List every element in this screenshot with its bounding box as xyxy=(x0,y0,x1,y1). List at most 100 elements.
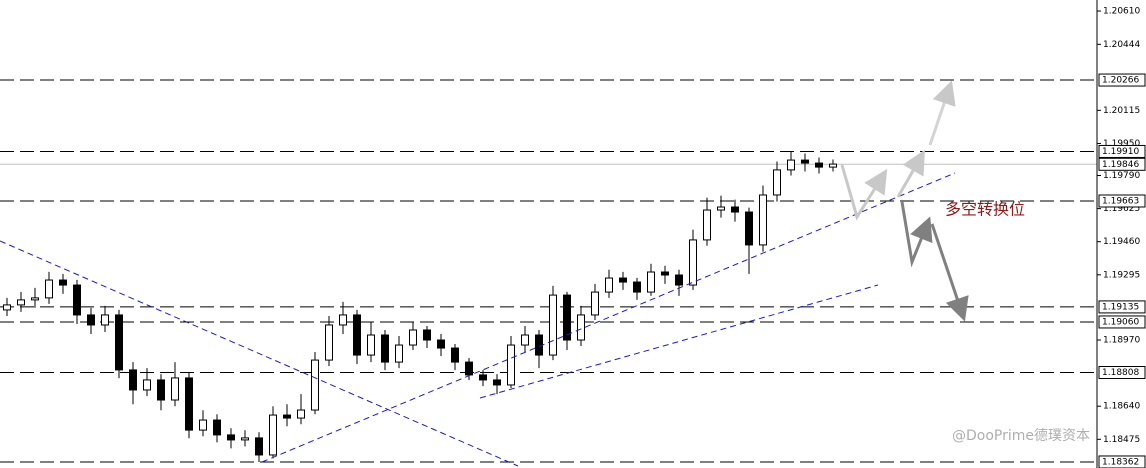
candle-body xyxy=(689,239,697,286)
candle-body xyxy=(367,334,375,356)
y-tick-label: 1.20444 xyxy=(1103,40,1140,50)
candle-body xyxy=(297,409,305,419)
candle-body xyxy=(661,271,669,276)
candle-body xyxy=(787,159,795,171)
price-label-box xyxy=(1098,157,1146,171)
candle-body xyxy=(17,299,25,306)
y-tick-label: 1.19295 xyxy=(1103,270,1140,280)
candle-body xyxy=(199,419,207,431)
candle-body xyxy=(437,339,445,349)
candle-body xyxy=(717,206,725,211)
arrow xyxy=(930,223,969,322)
candle-body xyxy=(227,434,235,441)
candle-body xyxy=(157,379,165,401)
candle-body xyxy=(647,271,655,293)
candle-body xyxy=(269,414,277,456)
candle-body xyxy=(115,314,123,371)
candle-body xyxy=(465,361,473,376)
candle-body xyxy=(619,277,627,283)
candle-body xyxy=(731,206,739,213)
candle-body xyxy=(423,329,431,341)
trend-line xyxy=(479,284,879,399)
y-tick-label: 1.19625 xyxy=(1103,204,1140,214)
y-tick-label: 1.18640 xyxy=(1103,402,1140,412)
y-tick-label: 1.18475 xyxy=(1103,435,1140,445)
y-tick-label: 1.20610 xyxy=(1103,7,1140,17)
candle-body xyxy=(31,297,39,301)
arrow xyxy=(840,164,888,221)
candle-body xyxy=(395,344,403,363)
candle-body xyxy=(591,291,599,316)
candle-body xyxy=(479,374,487,381)
price-label: 1.19663 xyxy=(1102,197,1139,207)
price-label: 1.18808 xyxy=(1102,368,1139,378)
candle-body xyxy=(409,329,417,346)
price-label-box xyxy=(1098,300,1146,314)
candle-body xyxy=(241,437,249,441)
candle-body xyxy=(745,211,753,246)
annotation: 多空转换位 xyxy=(945,200,1025,219)
candle-body xyxy=(493,379,501,386)
price-label-box xyxy=(1098,73,1146,87)
candle-body xyxy=(633,281,641,293)
candle-body xyxy=(45,279,53,299)
price-axis: 1.20610 1.20444 1.20115 1.19950 1.19790 1.196… xyxy=(1097,7,1146,468)
candle-body xyxy=(829,163,837,168)
candle-body xyxy=(605,277,613,293)
candle-body xyxy=(801,159,809,164)
candle-body xyxy=(129,369,137,391)
candle-body xyxy=(675,274,683,286)
plot-area xyxy=(0,79,1097,463)
candle-body xyxy=(507,344,515,386)
candle-body xyxy=(255,437,263,456)
watermark: @DooPrime德璞资本 xyxy=(952,428,1090,444)
candle-body xyxy=(381,334,389,363)
candle-body xyxy=(339,314,347,326)
candle-body xyxy=(353,314,361,356)
price-label-box xyxy=(1098,194,1146,208)
candle-body xyxy=(703,209,711,241)
y-tick-label: 1.20115 xyxy=(1103,106,1140,116)
candle-body xyxy=(87,314,95,326)
candle-body xyxy=(577,314,585,341)
price-label-box xyxy=(1098,315,1146,329)
candle-body xyxy=(101,314,109,326)
price-label: 1.19910 xyxy=(1102,147,1139,157)
price-label-box xyxy=(1098,144,1146,158)
price-label: 1.20266 xyxy=(1102,76,1139,86)
y-tick-label: 1.19790 xyxy=(1103,171,1140,181)
candle-body xyxy=(59,279,67,286)
arrow xyxy=(900,201,933,268)
candle-body xyxy=(773,169,781,196)
candle-body xyxy=(451,347,459,363)
candle-body xyxy=(143,379,151,391)
candle-body xyxy=(325,324,333,361)
candle-body xyxy=(171,377,179,401)
y-tick-label: 1.19950 xyxy=(1103,139,1140,149)
y-tick-label: 1.18970 xyxy=(1103,336,1140,346)
trend-line xyxy=(0,240,519,467)
candle-body xyxy=(549,294,557,356)
candle-body xyxy=(563,294,571,341)
trend-lines xyxy=(0,172,956,467)
price-label: 1.18362 xyxy=(1102,457,1139,467)
trend-line xyxy=(261,172,956,463)
price-label: 1.19846 xyxy=(1102,160,1139,170)
candle-body xyxy=(311,359,319,411)
candle-body xyxy=(283,414,291,419)
candle-body xyxy=(213,419,221,436)
candle-body xyxy=(3,304,11,311)
arrow xyxy=(896,149,925,198)
candle-body xyxy=(521,334,529,346)
arrow xyxy=(928,80,956,146)
candle-body xyxy=(815,162,823,168)
forecast-arrows xyxy=(840,80,969,322)
y-tick-label: 1.19460 xyxy=(1103,237,1140,247)
candle-body xyxy=(759,194,767,246)
candle-body xyxy=(185,377,193,431)
price-label: 1.19060 xyxy=(1102,317,1139,327)
price-label-box xyxy=(1098,366,1146,380)
candle-body xyxy=(73,284,81,316)
price-label: 1.19135 xyxy=(1102,302,1139,312)
